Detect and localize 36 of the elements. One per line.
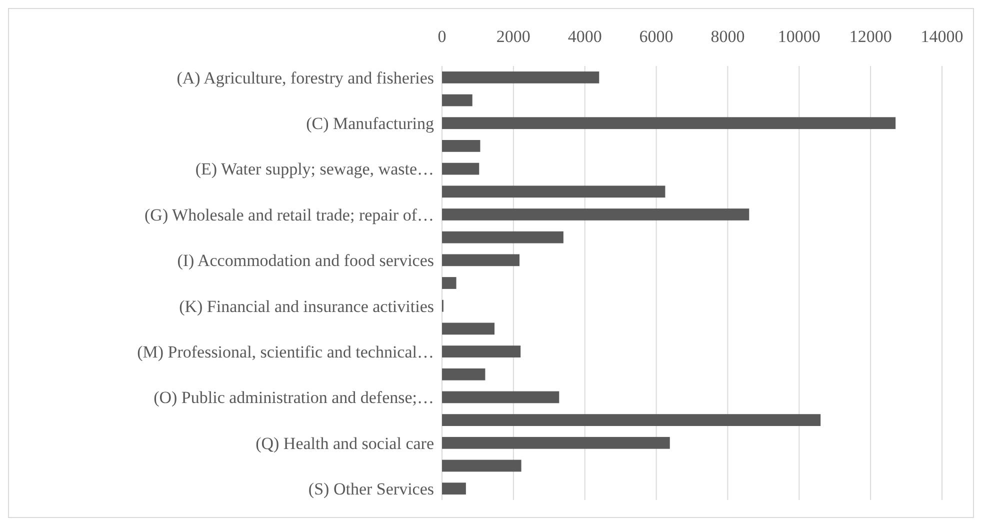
x-tick-label: 8000 bbox=[710, 27, 745, 46]
bar bbox=[442, 414, 821, 426]
bar bbox=[442, 460, 522, 472]
bar bbox=[442, 436, 670, 449]
bar bbox=[442, 391, 560, 404]
bar bbox=[442, 94, 472, 106]
bar bbox=[442, 254, 520, 266]
x-tick-label: 12000 bbox=[849, 27, 892, 46]
bar bbox=[442, 368, 486, 380]
x-tick-label: 10000 bbox=[778, 27, 820, 46]
bar bbox=[442, 277, 456, 289]
bar bbox=[442, 322, 494, 335]
x-tick-label: 0 bbox=[438, 27, 446, 46]
y-tick-label: (A) Agriculture, forestry and fisheries bbox=[176, 68, 434, 88]
bar bbox=[442, 162, 480, 175]
bar bbox=[442, 482, 466, 495]
y-tick-label: (K) Financial and insurance activities bbox=[179, 296, 434, 316]
y-tick-label: (G) Wholesale and retail trade; repair of… bbox=[144, 205, 434, 224]
y-tick-label: (E) Water supply; sewage, waste… bbox=[195, 160, 434, 179]
x-tick-label: 2000 bbox=[496, 27, 530, 46]
y-tick-label: (C) Manufacturing bbox=[306, 114, 434, 134]
bar bbox=[442, 117, 896, 130]
bar bbox=[442, 231, 564, 244]
bar bbox=[442, 186, 666, 198]
x-tick-label: 14000 bbox=[920, 27, 964, 46]
y-tick-label: (S) Other Services bbox=[308, 480, 434, 499]
bar bbox=[442, 208, 750, 220]
bar bbox=[442, 346, 521, 358]
y-tick-label: (Q) Health and social care bbox=[256, 434, 434, 453]
x-tick-label: 4000 bbox=[568, 27, 602, 46]
y-tick-label: (O) Public administration and defense;… bbox=[154, 388, 434, 408]
y-tick-label: (I) Accommodation and food services bbox=[177, 251, 434, 270]
y-tick-label: (M) Professional, scientific and technical… bbox=[137, 342, 434, 362]
bar bbox=[442, 140, 480, 152]
bar bbox=[442, 71, 600, 84]
x-tick-label: 6000 bbox=[639, 27, 674, 46]
